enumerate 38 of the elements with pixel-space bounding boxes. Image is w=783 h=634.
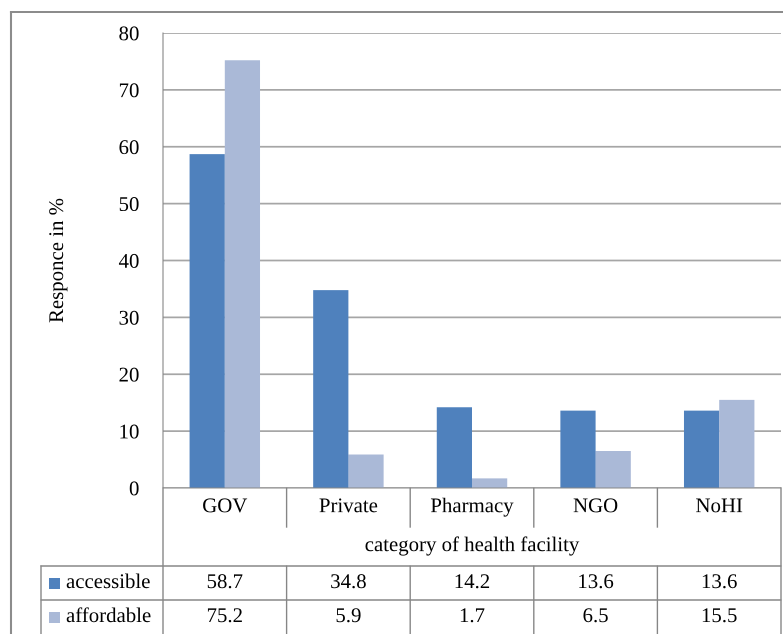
data-label: 14.2 xyxy=(456,574,490,588)
y-tick-label: 20 xyxy=(119,368,139,382)
y-tick-label: 50 xyxy=(120,197,139,212)
x-tick-label: GOV xyxy=(203,498,248,512)
bar xyxy=(224,60,260,488)
data-label: 6.5 xyxy=(583,608,608,622)
data-label: 5.9 xyxy=(336,608,361,622)
y-tick-label: 40 xyxy=(118,254,139,268)
y-tick-label: 60 xyxy=(119,140,139,154)
data-label: 13.6 xyxy=(579,574,614,588)
y-tick-label: 10 xyxy=(120,424,139,439)
bar xyxy=(560,410,596,488)
y-tick-label: 70 xyxy=(120,83,139,98)
data-label: 75.2 xyxy=(208,608,242,622)
y-tick-label: 80 xyxy=(119,26,139,40)
bar xyxy=(348,454,384,488)
data-label: 13.6 xyxy=(702,574,737,588)
y-tick-label: 0 xyxy=(130,481,139,496)
data-label: 34.8 xyxy=(331,574,366,588)
y-axis-title: Responce in % xyxy=(49,198,68,322)
bar xyxy=(719,400,754,488)
bar xyxy=(190,154,225,488)
bar xyxy=(313,290,348,488)
data-label: 58.7 xyxy=(208,574,242,588)
data-label: 1.7 xyxy=(460,608,484,622)
x-tick-label: Private xyxy=(319,498,378,512)
bar xyxy=(596,451,631,488)
legend-label: accessible xyxy=(66,574,150,588)
bar xyxy=(684,410,720,488)
x-tick-label: NGO xyxy=(574,498,618,512)
x-axis-title: category of health facility xyxy=(365,536,580,556)
y-tick-label: 30 xyxy=(120,310,139,325)
x-tick-label: NoHI xyxy=(696,498,742,512)
legend-label: affordable xyxy=(66,607,151,622)
bar xyxy=(472,478,508,488)
bar xyxy=(436,407,472,488)
data-label: 15.5 xyxy=(702,608,737,622)
x-tick-label: Pharmacy xyxy=(430,498,514,517)
